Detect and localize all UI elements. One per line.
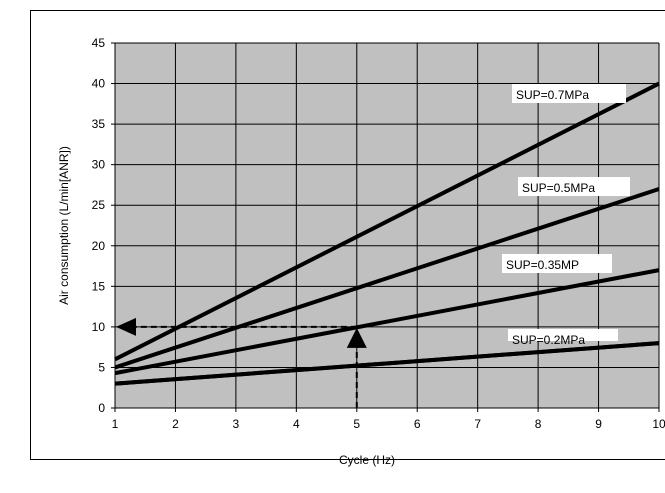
y-tick-label: 10: [92, 320, 106, 334]
series-line: [114, 187, 660, 370]
plot-area: [115, 43, 659, 408]
arrow-left-icon: [116, 317, 136, 336]
x-tick-label: 7: [474, 417, 481, 431]
x-tick-label: 1: [112, 417, 119, 431]
grid-lines: [114, 42, 660, 409]
y-tick-label: 15: [92, 279, 106, 293]
arrow-up-icon: [346, 327, 367, 348]
y-tick-label: 35: [92, 117, 106, 131]
x-tick-label: 4: [293, 417, 300, 431]
y-tick-label: 0: [98, 401, 105, 415]
series-label-box: [518, 177, 630, 196]
x-tick-label: 6: [414, 417, 421, 431]
y-tick-label: 20: [92, 239, 106, 253]
series-label-box: [512, 84, 626, 103]
series-line: [114, 268, 660, 376]
series-label: SUP=0.35MP: [506, 258, 579, 272]
chart-frame: [30, 10, 665, 460]
y-tick-label: 45: [92, 36, 106, 50]
series-labels: SUP=0.7MPa SUP=0.5MPa SUP=0.35MP SUP=0.2MPa: [114, 84, 660, 386]
x-tick-label: 10: [652, 417, 665, 431]
series-label-box: [502, 254, 612, 273]
series-label: SUP=0.7MPa: [516, 88, 589, 102]
x-tick-label: 5: [353, 417, 360, 431]
y-tick-label: 40: [92, 77, 106, 91]
y-tick-label: 25: [92, 198, 106, 212]
x-axis-title: Cycle (Hz): [339, 453, 395, 467]
series-line-overlay: [114, 341, 660, 386]
y-tick-label: 5: [98, 360, 105, 374]
series-line: [114, 81, 660, 362]
series-label: SUP=0.2MPa: [512, 333, 585, 347]
y-tick-label: 30: [92, 158, 106, 172]
series-label: SUP=0.5MPa: [522, 181, 595, 195]
y-axis-title: Air consumption (L/min[ANR]): [57, 146, 71, 305]
series-label-box: [508, 329, 618, 341]
x-tick-label: 9: [595, 417, 602, 431]
x-tick-label: 3: [233, 417, 240, 431]
reading-annotation: [116, 317, 367, 408]
x-tick-label: 2: [172, 417, 179, 431]
x-tick-label: 8: [535, 417, 542, 431]
